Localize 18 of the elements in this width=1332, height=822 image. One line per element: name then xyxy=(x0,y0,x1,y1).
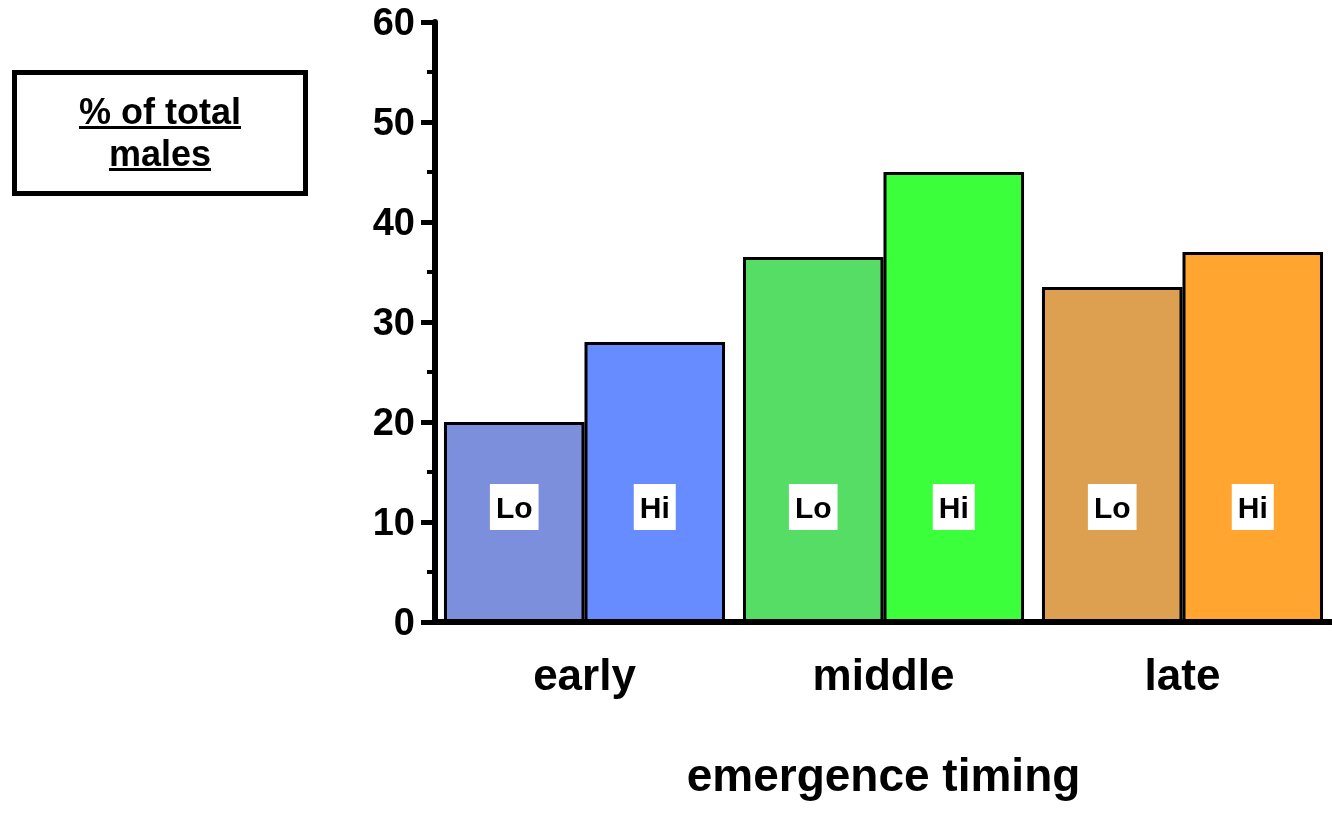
y-tick-label: 40 xyxy=(372,201,415,243)
text: Hi xyxy=(938,490,969,524)
x-tick-label: late xyxy=(1144,649,1221,699)
series-label: Hi xyxy=(639,490,670,524)
x-tick-label: middle xyxy=(812,649,955,699)
y-tick-label: 60 xyxy=(372,1,415,43)
series-label: Lo xyxy=(794,490,832,524)
y-tick-label: 20 xyxy=(372,401,415,443)
text: Lo xyxy=(1093,490,1131,524)
y-axis-title: % of total males xyxy=(12,70,308,196)
y-tick-label: 30 xyxy=(372,301,415,343)
y-tick-label: 0 xyxy=(393,601,415,643)
x-axis-title: emergence timing xyxy=(686,749,1081,801)
y-tick-label: 50 xyxy=(372,101,415,143)
y-tick-label: 10 xyxy=(372,501,415,543)
text: Hi xyxy=(1237,490,1268,524)
text: Lo xyxy=(495,490,533,524)
x-tick-label: early xyxy=(533,649,637,699)
